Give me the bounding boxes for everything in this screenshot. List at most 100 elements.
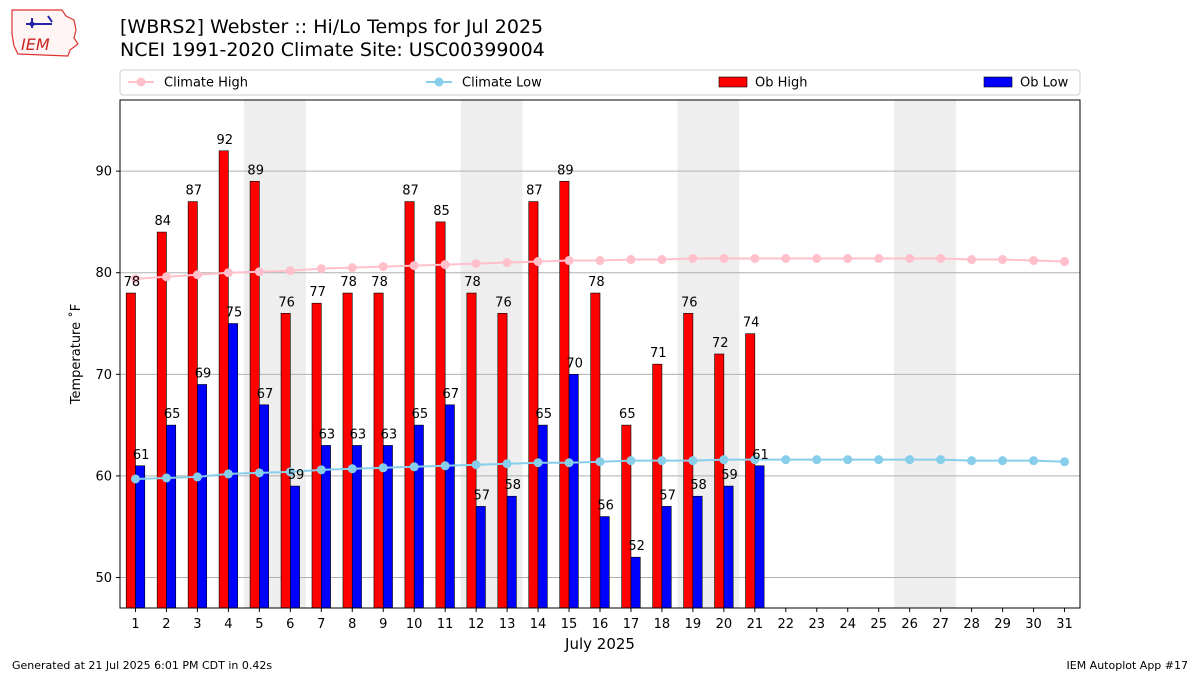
climate-low-point-31 <box>1060 457 1070 467</box>
x-tick-label: 23 <box>809 617 826 632</box>
ob-high-label-15: 89 <box>557 163 574 178</box>
ob-low-label-15: 70 <box>566 356 583 371</box>
climate-high-point-17 <box>626 255 636 265</box>
bars <box>125 150 765 609</box>
x-tick-label: 2 <box>162 617 170 632</box>
climate-high-point-14 <box>533 257 543 267</box>
ob-high-label-10: 87 <box>402 184 419 199</box>
climate-high-point-5 <box>254 267 264 277</box>
climate-low-point-1 <box>130 474 140 484</box>
x-tick-label: 30 <box>1025 617 1042 632</box>
ob-low-label-21: 61 <box>752 448 769 463</box>
ob-high-bar-3 <box>187 201 198 609</box>
climate-low-point-18 <box>657 456 667 466</box>
climate-high-point-26 <box>905 253 915 263</box>
climate-high-point-13 <box>502 258 512 268</box>
ob-high-label-19: 76 <box>681 295 698 310</box>
x-tick-label: 11 <box>437 617 454 632</box>
x-tick-label: 7 <box>317 617 325 632</box>
x-axis-label: July 2025 <box>564 635 635 653</box>
climate-high-point-12 <box>471 259 481 269</box>
chart-subtitle: NCEI 1991-2020 Climate Site: USC00399004 <box>120 39 545 61</box>
x-tick-label: 17 <box>623 617 640 632</box>
ob-high-label-9: 78 <box>371 275 388 290</box>
ob-high-bar-6 <box>280 313 291 609</box>
legend-marker-climate-low <box>434 77 444 87</box>
climate-low-point-17 <box>626 456 636 466</box>
climate-high-point-28 <box>967 255 977 265</box>
climate-low-point-30 <box>1029 456 1039 466</box>
ob-low-bar-16 <box>599 516 610 609</box>
ob-low-label-8: 63 <box>350 427 367 442</box>
climate-high-point-31 <box>1060 257 1070 267</box>
climate-high-point-30 <box>1029 256 1039 266</box>
weekend-band-4 <box>894 100 957 608</box>
ob-low-label-2: 65 <box>164 407 181 422</box>
y-tick-label: 60 <box>95 469 112 484</box>
generated-footnote: Generated at 21 Jul 2025 6:01 PM CDT in … <box>12 659 273 672</box>
ob-low-label-5: 67 <box>257 387 274 402</box>
climate-high-point-25 <box>874 253 884 263</box>
ob-high-label-13: 76 <box>495 295 512 310</box>
climate-low-point-3 <box>192 472 202 482</box>
app-footnote: IEM Autoplot App #17 <box>1066 659 1189 672</box>
y-axis-label: Temperature ˚F <box>68 304 84 405</box>
ob-low-bar-12 <box>475 506 486 609</box>
climate-low-point-16 <box>595 457 605 467</box>
legend-label-climate-low: Climate Low <box>462 76 542 91</box>
ob-high-bar-12 <box>466 292 477 609</box>
x-tick-label: 10 <box>406 617 423 632</box>
ob-high-bar-17 <box>621 424 632 609</box>
climate-low-point-15 <box>564 458 574 468</box>
ob-high-label-11: 85 <box>433 204 450 219</box>
logo-text: IEM <box>21 35 50 54</box>
x-tick-label: 24 <box>839 617 856 632</box>
ob-low-bar-13 <box>506 495 517 609</box>
x-tick-label: 14 <box>530 617 547 632</box>
climate-low-point-22 <box>781 455 791 465</box>
climate-high-point-23 <box>812 253 822 263</box>
ob-low-label-7: 63 <box>319 427 336 442</box>
ob-low-label-3: 69 <box>195 366 212 381</box>
ob-low-bar-11 <box>444 404 455 609</box>
climate-lines <box>130 253 1070 484</box>
climate-high-point-18 <box>657 255 667 265</box>
x-tick-label: 20 <box>716 617 733 632</box>
climate-high-point-8 <box>347 263 357 273</box>
x-tick-label: 4 <box>224 617 232 632</box>
x-tick-label: 3 <box>193 617 201 632</box>
ob-high-label-20: 72 <box>712 336 729 351</box>
climate-low-point-25 <box>874 455 884 465</box>
ob-low-bar-3 <box>197 384 208 609</box>
ob-high-label-7: 77 <box>309 285 326 300</box>
climate-low-point-10 <box>409 462 419 472</box>
ob-high-label-5: 89 <box>247 163 264 178</box>
climate-high-point-11 <box>440 260 450 270</box>
iem-logo: IEM <box>11 9 79 57</box>
ob-high-label-4: 92 <box>216 133 233 148</box>
ob-low-label-4: 75 <box>226 306 243 321</box>
x-tick-label: 1 <box>131 617 139 632</box>
ob-low-bar-2 <box>166 424 177 609</box>
climate-low-point-8 <box>347 464 357 474</box>
climate-high-point-15 <box>564 256 574 266</box>
ob-high-bar-16 <box>590 292 601 609</box>
legend-swatch-ob-high <box>718 76 748 88</box>
climate-low-point-13 <box>502 459 512 469</box>
x-tick-label: 22 <box>778 617 795 632</box>
x-tick-label: 8 <box>348 617 356 632</box>
x-tick-label: 5 <box>255 617 263 632</box>
climate-high-point-27 <box>936 253 946 263</box>
climate-low-point-26 <box>905 455 915 465</box>
climate-high-point-9 <box>378 262 388 272</box>
climate-low-point-28 <box>967 456 977 466</box>
x-tick-label: 25 <box>870 617 887 632</box>
ob-low-label-11: 67 <box>443 387 460 402</box>
ob-low-bar-15 <box>568 374 579 609</box>
ob-high-label-3: 87 <box>186 184 203 199</box>
x-tick-label: 28 <box>963 617 980 632</box>
x-tick-label: 18 <box>654 617 671 632</box>
x-tick-label: 19 <box>685 617 702 632</box>
ob-low-label-19: 58 <box>690 478 707 493</box>
